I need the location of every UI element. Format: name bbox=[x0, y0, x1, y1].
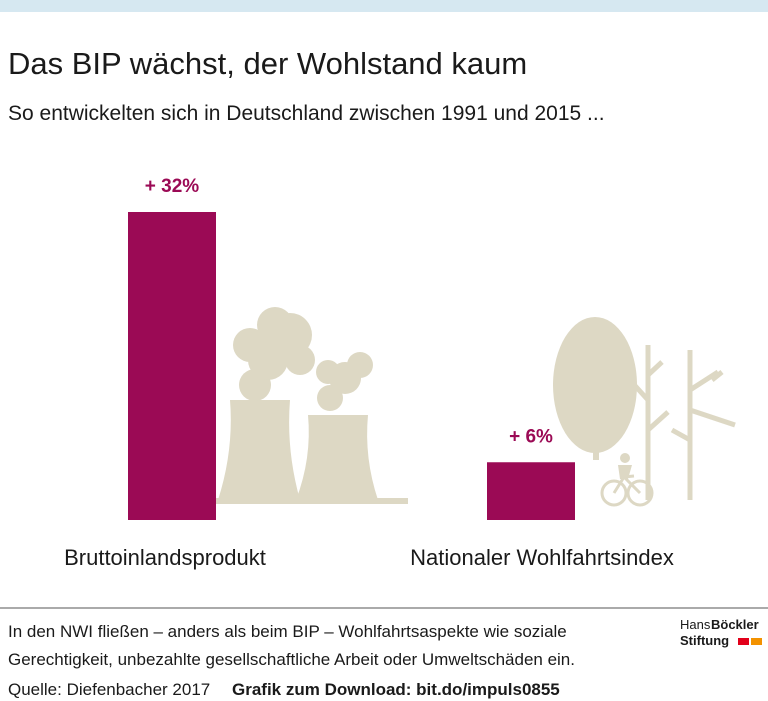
footnote: Gerechtigkeit, unbezahlte gesellschaftli… bbox=[8, 650, 575, 669]
illustration-trees bbox=[553, 317, 736, 507]
bar bbox=[128, 212, 216, 520]
illustration-power-plant bbox=[216, 307, 408, 504]
source: Quelle: Diefenbacher 2017 bbox=[8, 680, 210, 699]
footnote: In den NWI fließen – anders als beim BIP… bbox=[8, 622, 567, 641]
chart-subtitle: So entwickelten sich in Deutschland zwis… bbox=[8, 102, 605, 125]
logo: Hans Böckler Stiftung bbox=[680, 617, 762, 648]
logo-text: Böckler bbox=[711, 617, 759, 632]
logo-text: Stiftung bbox=[680, 633, 729, 648]
value-label: + 32% bbox=[145, 176, 200, 197]
chart-title: Das BIP wächst, der Wohlstand kaum bbox=[8, 46, 527, 81]
top-band bbox=[0, 0, 768, 12]
category-label: Nationaler Wohlfahrtsindex bbox=[410, 545, 674, 570]
category-label: Bruttoinlandsprodukt bbox=[64, 545, 266, 570]
logo-mark bbox=[751, 638, 762, 645]
value-label: + 6% bbox=[509, 426, 553, 447]
download-link[interactable]: Grafik zum Download: bit.do/impuls0855 bbox=[232, 680, 560, 699]
logo-text: Hans bbox=[680, 617, 711, 632]
logo-mark bbox=[738, 638, 749, 645]
bar bbox=[487, 462, 575, 520]
